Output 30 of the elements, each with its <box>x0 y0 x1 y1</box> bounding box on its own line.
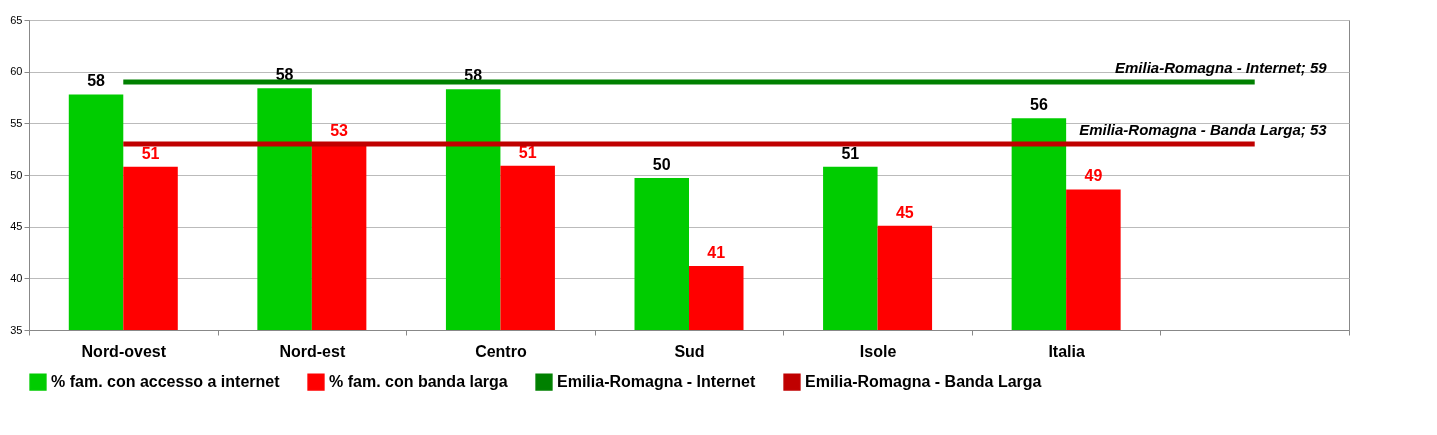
annotation: Emilia-Romagna - Banda Larga; 53 <box>1079 121 1328 138</box>
x-tick-label: Sud <box>674 342 705 360</box>
y-tick-label: 65 <box>10 13 23 26</box>
y-tick-label: 55 <box>10 116 23 129</box>
x-tick-label: Isole <box>859 342 897 360</box>
data-label: 45 <box>895 203 914 221</box>
y-tick-label: 50 <box>10 168 23 181</box>
data-label: 56 <box>1029 96 1048 114</box>
data-label: 51 <box>841 144 860 162</box>
data-label: 41 <box>707 243 726 261</box>
y-tick-label: 60 <box>10 65 23 78</box>
x-tick-label: Italia <box>1048 342 1085 360</box>
annotation: Emilia-Romagna - Internet; 59 <box>1115 59 1328 76</box>
data-label: 58 <box>87 72 106 90</box>
data-label: 49 <box>1084 167 1103 185</box>
y-tick-label: 45 <box>10 220 23 233</box>
data-label: 50 <box>652 156 671 174</box>
data-label: 51 <box>141 144 160 162</box>
data-label: 51 <box>518 143 537 161</box>
data-label: 53 <box>330 122 349 139</box>
y-tick-label: 35 <box>10 323 23 336</box>
x-tick-label: Centro <box>475 342 527 360</box>
data-label: 58 <box>275 66 294 84</box>
x-tick-label: Nord-ovest <box>81 342 167 360</box>
x-tick-label: Nord-est <box>279 342 346 360</box>
legend-label: % fam. con banda larga <box>329 373 508 391</box>
y-tick-label: 40 <box>10 271 23 284</box>
legend-label: % fam. con accesso a internet <box>51 373 281 391</box>
legend-label: Emilia-Romagna - Internet <box>557 373 756 391</box>
legend-label: Emilia-Romagna - Banda Larga <box>805 373 1042 391</box>
